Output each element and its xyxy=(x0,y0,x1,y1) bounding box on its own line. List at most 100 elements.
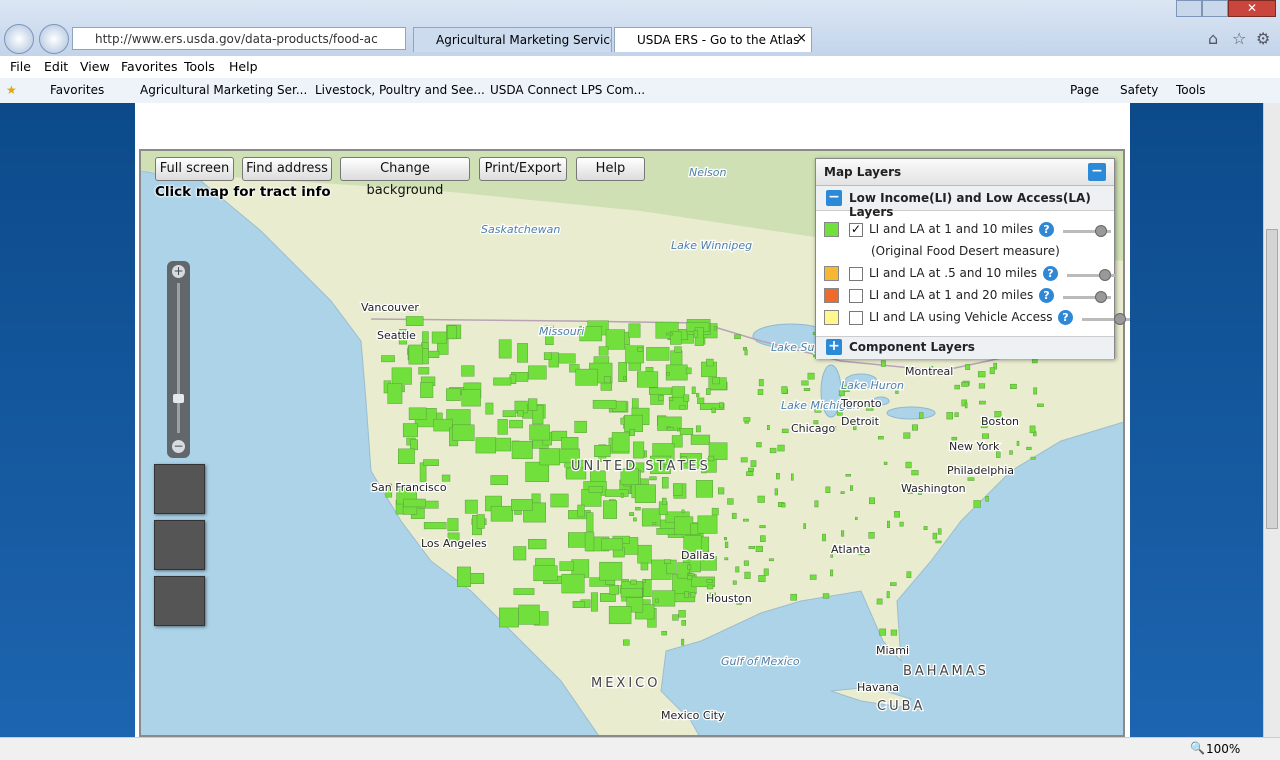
tract xyxy=(876,598,883,605)
tract xyxy=(402,423,418,438)
map-button[interactable]: Full screen xyxy=(155,157,234,181)
tract xyxy=(903,432,911,439)
tract xyxy=(781,428,789,434)
opacity-slider[interactable] xyxy=(1082,313,1130,325)
menu-item[interactable]: View xyxy=(80,59,110,74)
opacity-slider[interactable] xyxy=(1063,291,1111,303)
tract xyxy=(600,593,616,602)
tab-active[interactable]: USDA ERS - Go to the Atlas xyxy=(614,27,812,52)
address-bar[interactable]: http://www.ers.usda.gov/data-products/fo… xyxy=(72,27,406,50)
slider-knob[interactable] xyxy=(1095,291,1107,303)
help-icon[interactable]: ? xyxy=(1039,288,1054,303)
layer-label[interactable]: LI and LA using Vehicle Access xyxy=(869,310,1053,324)
menu-item[interactable]: Tools xyxy=(184,59,215,74)
tract xyxy=(513,546,527,561)
home-icon[interactable]: ⌂ xyxy=(1208,29,1219,48)
group-collapse[interactable]: − xyxy=(826,190,842,206)
region-button[interactable] xyxy=(154,576,205,626)
layer-checkbox[interactable] xyxy=(849,311,863,325)
tab-close[interactable]: × xyxy=(796,31,807,46)
slider-knob[interactable] xyxy=(1099,269,1111,281)
tract xyxy=(681,638,685,646)
slider-knob[interactable] xyxy=(1095,225,1107,237)
layer-checkbox[interactable] xyxy=(849,289,863,303)
map-button[interactable]: Find address xyxy=(242,157,332,181)
tract xyxy=(693,330,699,338)
zoom-icon[interactable]: 🔍 xyxy=(1190,741,1205,755)
close-button[interactable]: ✕ xyxy=(1228,0,1276,17)
map-button[interactable]: Print/Export xyxy=(479,157,567,181)
tract xyxy=(608,606,632,625)
tract xyxy=(452,424,475,441)
collapse-button[interactable]: − xyxy=(1088,163,1106,181)
help-icon[interactable]: ? xyxy=(1043,266,1058,281)
favorite-link[interactable]: Livestock, Poultry and See... xyxy=(315,83,485,97)
tract xyxy=(683,394,690,402)
tract xyxy=(757,495,765,503)
tract xyxy=(743,560,749,566)
layer-label[interactable]: LI and LA at 1 and 10 miles xyxy=(869,222,1034,236)
map-button[interactable]: Help xyxy=(576,157,645,181)
slider-knob[interactable] xyxy=(1114,313,1126,325)
menu-item[interactable]: Edit xyxy=(44,59,69,74)
opacity-slider[interactable] xyxy=(1067,269,1115,281)
layer-checkbox[interactable]: ✓ xyxy=(849,222,863,237)
menu-item[interactable]: Favorites xyxy=(121,59,178,74)
component-expand[interactable]: + xyxy=(826,339,842,355)
component-title[interactable]: Component Layers xyxy=(849,340,975,354)
tract xyxy=(711,407,716,414)
tract xyxy=(533,565,558,582)
place-label: Havana xyxy=(857,681,899,694)
tract xyxy=(641,508,661,527)
tract xyxy=(836,410,843,416)
layer-label[interactable]: LI and LA at .5 and 10 miles xyxy=(869,266,1038,280)
favorites-menu[interactable]: Favorites xyxy=(50,83,105,97)
zoom-slider[interactable]: + − xyxy=(167,261,190,458)
tract xyxy=(701,468,707,474)
region-button[interactable] xyxy=(154,520,205,570)
tract xyxy=(840,530,845,537)
help-icon[interactable]: ? xyxy=(1039,222,1054,237)
tract xyxy=(743,417,751,422)
help-icon[interactable]: ? xyxy=(1058,310,1073,325)
command-menu[interactable]: Safety xyxy=(1120,83,1159,97)
opacity-slider[interactable] xyxy=(1063,225,1111,237)
tab[interactable]: Agricultural Marketing Service ... xyxy=(413,27,612,52)
zoom-in[interactable]: + xyxy=(172,264,185,278)
forward-button[interactable] xyxy=(39,24,69,54)
minimize-button[interactable] xyxy=(1176,0,1202,17)
maximize-button[interactable] xyxy=(1202,0,1228,17)
layer-label[interactable]: LI and LA at 1 and 20 miles xyxy=(869,288,1034,302)
command-menu[interactable]: Page xyxy=(1070,83,1100,97)
tract xyxy=(895,390,899,394)
tract xyxy=(697,397,705,404)
scroll-thumb[interactable] xyxy=(1266,229,1278,529)
tract xyxy=(689,591,696,598)
tract xyxy=(982,433,990,439)
zoom-thumb[interactable] xyxy=(173,394,184,403)
back-button[interactable] xyxy=(4,24,34,54)
menu-item[interactable]: Help xyxy=(229,59,258,74)
zoom-out[interactable]: − xyxy=(172,439,185,453)
settings-icon[interactable]: ⚙ xyxy=(1256,29,1271,48)
tract xyxy=(755,545,763,552)
tract xyxy=(746,471,754,476)
tract xyxy=(677,562,690,579)
tract xyxy=(763,568,769,576)
tract xyxy=(402,506,418,515)
favorite-link[interactable]: Agricultural Marketing Ser... xyxy=(140,83,308,97)
region-button[interactable] xyxy=(154,464,205,514)
favorites-icon[interactable]: ☆ xyxy=(1232,29,1247,48)
map-button[interactable]: Change background xyxy=(340,157,470,198)
tract xyxy=(814,500,819,508)
zoom-level[interactable]: 100% xyxy=(1206,742,1241,756)
tract xyxy=(1033,387,1038,395)
layer-checkbox[interactable] xyxy=(849,267,863,281)
command-menu[interactable]: Tools xyxy=(1176,83,1206,97)
menu-item[interactable]: File xyxy=(10,59,31,74)
tract xyxy=(977,371,986,378)
favorite-link[interactable]: USDA Connect LPS Com... xyxy=(490,83,646,97)
tract xyxy=(690,434,711,445)
scrollbar[interactable] xyxy=(1263,103,1280,737)
tract xyxy=(1029,425,1036,434)
